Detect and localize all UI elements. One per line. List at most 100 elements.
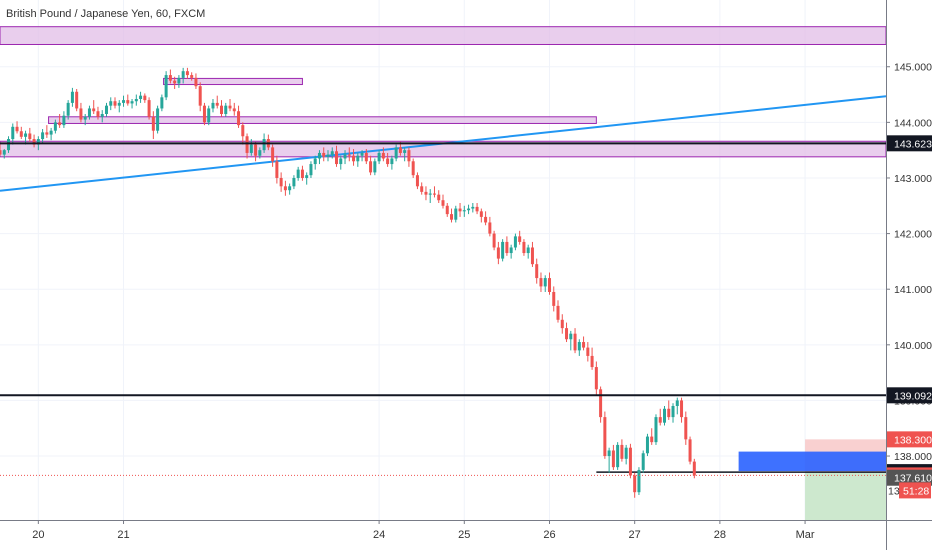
candle	[624, 444, 628, 465]
candle-body	[381, 152, 385, 159]
candle	[599, 386, 603, 423]
candle-body	[211, 102, 215, 109]
candle	[32, 134, 36, 148]
candle-body	[628, 447, 632, 476]
candle	[445, 202, 449, 217]
candle-body	[411, 161, 415, 176]
candle-body	[147, 100, 151, 117]
take-profit-zone[interactable]	[805, 472, 886, 520]
candle-body	[126, 100, 130, 104]
candle-body	[445, 205, 449, 215]
candle-body	[83, 116, 87, 120]
x-tick-label: 21	[117, 529, 129, 541]
candle-body	[594, 367, 598, 390]
countdown-label: 51:28	[903, 485, 929, 497]
candle-body	[2, 150, 6, 155]
time-axis-panel	[0, 520, 886, 550]
candle-body	[407, 150, 411, 162]
candle	[577, 339, 581, 356]
candle-body	[258, 150, 262, 156]
candle	[377, 150, 381, 165]
candle	[390, 155, 394, 170]
candle	[215, 95, 219, 109]
candle-body	[539, 278, 543, 287]
candle-body	[151, 116, 155, 131]
candle	[241, 122, 245, 145]
candle	[335, 145, 339, 167]
x-tick-label: 24	[373, 529, 385, 541]
candle-body	[96, 111, 100, 117]
candle	[535, 258, 539, 284]
candle-body	[322, 152, 326, 157]
candle	[437, 190, 441, 203]
candle	[245, 133, 249, 159]
candle	[15, 121, 19, 134]
candle-body	[300, 169, 304, 178]
candle-body	[41, 132, 45, 140]
zone-rectangle[interactable]	[48, 116, 597, 124]
candle	[428, 189, 432, 203]
candle	[258, 147, 262, 159]
candle	[594, 361, 598, 395]
candle	[2, 149, 6, 159]
candle	[458, 202, 462, 217]
candle	[582, 336, 586, 351]
candle-body	[415, 175, 419, 187]
price-marker	[887, 469, 932, 486]
candle	[53, 119, 57, 134]
candle	[505, 236, 509, 256]
x-tick-label: 27	[629, 529, 641, 541]
candle	[207, 105, 211, 126]
candle	[633, 472, 637, 498]
horizontal-lines[interactable]	[0, 142, 886, 476]
candle	[237, 105, 241, 128]
candle-body	[160, 97, 164, 109]
y-tick-label: 142.000	[894, 229, 932, 241]
candle	[177, 75, 181, 88]
support-box[interactable]	[738, 451, 886, 472]
candle	[271, 144, 275, 167]
candle-body	[501, 241, 505, 259]
candle-body	[11, 126, 15, 140]
candle	[407, 147, 411, 167]
candle	[79, 102, 83, 123]
candle-body	[352, 155, 356, 162]
candle	[496, 241, 500, 265]
candle-body	[283, 186, 287, 191]
candle	[356, 152, 360, 167]
candle	[663, 405, 666, 426]
candle-body	[53, 122, 57, 131]
support-rectangle[interactable]	[738, 451, 886, 472]
candle	[432, 186, 436, 198]
candle	[616, 442, 620, 470]
candle	[326, 150, 330, 162]
zone-rectangle[interactable]	[0, 26, 887, 45]
candle-body	[92, 108, 96, 112]
candle	[283, 180, 287, 196]
candle-body	[28, 133, 32, 140]
candle	[122, 95, 126, 107]
candle	[403, 147, 407, 162]
zone-rectangle[interactable]	[163, 77, 303, 86]
candle-body	[394, 147, 398, 159]
candle-body	[398, 147, 402, 153]
candle	[224, 102, 228, 117]
price-marker-label: 137.610	[894, 473, 932, 485]
candle-body	[424, 191, 428, 195]
candle-body	[360, 152, 364, 156]
candle-body	[437, 194, 441, 201]
candle-body	[386, 158, 390, 165]
candle	[450, 208, 454, 223]
candle-body	[441, 200, 445, 206]
candle-body	[680, 400, 684, 418]
candle	[688, 436, 692, 465]
candle	[305, 172, 309, 185]
candle-body	[390, 158, 394, 165]
candle	[62, 111, 66, 128]
candle	[75, 88, 79, 112]
candle-body	[488, 222, 492, 234]
candle-body	[663, 408, 666, 423]
candle	[607, 447, 611, 473]
candle	[352, 149, 356, 166]
